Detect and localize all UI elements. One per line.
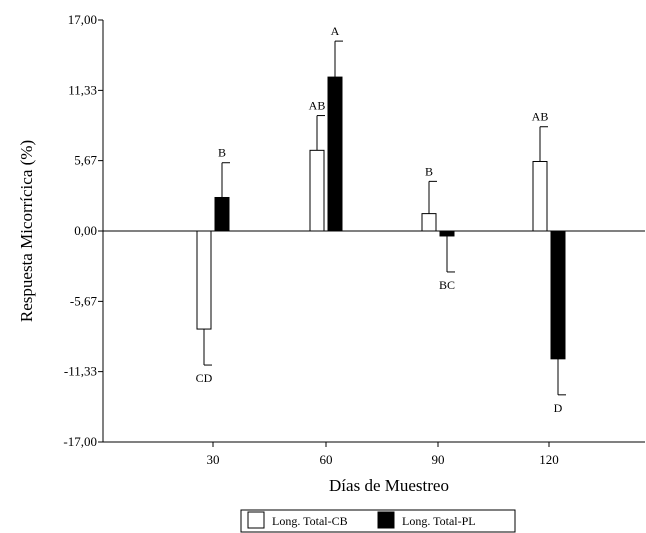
x-axis-title: Días de Muestreo [329,476,449,495]
significance-label: AB [532,110,549,124]
significance-label: CD [196,371,213,385]
y-tick-label: 11,33 [68,82,97,97]
x-tick-label: 120 [539,452,559,467]
legend-label-pl: Long. Total-PL [402,514,476,528]
bar [328,77,342,231]
y-tick-label: -5,67 [70,293,98,308]
x-tick-label: 30 [207,452,220,467]
legend-label-cb: Long. Total-CB [272,514,348,528]
significance-label: A [331,24,340,38]
y-tick-label: 17,00 [68,12,97,27]
bar [440,231,454,236]
bar [215,197,229,231]
significance-label: B [425,164,433,178]
legend: Long. Total-CB Long. Total-PL [241,510,515,532]
y-tick-label: 5,67 [74,153,97,168]
legend-swatch-pl [378,512,394,528]
bar [422,214,436,231]
y-axis-title: Respuesta Micorrícica (%) [17,140,36,322]
significance-label: D [554,401,563,415]
significance-label: AB [309,99,326,113]
y-tick-label: 0,00 [74,223,97,238]
legend-swatch-cb [248,512,264,528]
bar [197,231,211,329]
bar [310,150,324,231]
x-tick-label: 60 [320,452,333,467]
significance-label: B [218,146,226,160]
bars [197,41,566,395]
y-tick-label: -17,00 [63,434,97,449]
significance-labels: CD AB B AB B A BC D [196,24,563,415]
significance-label: BC [439,278,455,292]
bar [551,231,565,359]
bar [533,161,547,231]
y-tick-label: -11,33 [64,364,97,379]
x-tick-label: 90 [432,452,445,467]
